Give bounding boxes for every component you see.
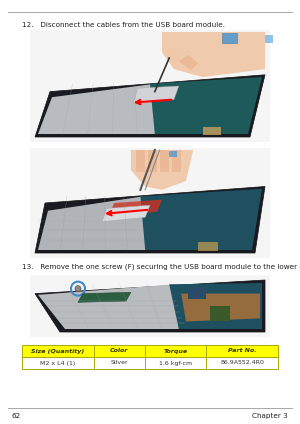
- Text: 1.6 kgf-cm: 1.6 kgf-cm: [159, 360, 192, 365]
- Text: 62: 62: [12, 413, 21, 419]
- Polygon shape: [136, 150, 145, 172]
- FancyBboxPatch shape: [203, 127, 221, 135]
- FancyBboxPatch shape: [222, 33, 237, 43]
- FancyBboxPatch shape: [30, 148, 270, 258]
- Polygon shape: [162, 32, 265, 77]
- Text: Torque: Torque: [164, 349, 188, 354]
- Polygon shape: [131, 150, 193, 190]
- Polygon shape: [169, 283, 262, 329]
- Polygon shape: [38, 285, 186, 329]
- Text: 86.9A552.4R0: 86.9A552.4R0: [220, 360, 264, 365]
- FancyBboxPatch shape: [30, 30, 270, 142]
- Circle shape: [75, 286, 81, 292]
- Polygon shape: [150, 77, 262, 134]
- Polygon shape: [164, 47, 181, 64]
- FancyBboxPatch shape: [169, 151, 177, 157]
- Text: Chapter 3: Chapter 3: [252, 413, 288, 419]
- Polygon shape: [140, 189, 262, 250]
- Polygon shape: [35, 187, 265, 253]
- Polygon shape: [133, 86, 179, 103]
- Text: Size (Quantity): Size (Quantity): [31, 349, 85, 354]
- FancyBboxPatch shape: [22, 345, 278, 357]
- Polygon shape: [78, 293, 131, 302]
- Polygon shape: [181, 293, 260, 321]
- FancyBboxPatch shape: [265, 35, 273, 43]
- Polygon shape: [148, 150, 157, 172]
- Text: 13.   Remove the one screw (F) securing the USB board module to the lower case.: 13. Remove the one screw (F) securing th…: [22, 263, 300, 270]
- FancyBboxPatch shape: [22, 357, 278, 369]
- Polygon shape: [38, 196, 150, 250]
- Polygon shape: [35, 75, 265, 137]
- Text: Part No.: Part No.: [228, 349, 256, 354]
- Text: Color: Color: [110, 349, 128, 354]
- FancyBboxPatch shape: [198, 242, 218, 251]
- Polygon shape: [35, 280, 265, 332]
- FancyBboxPatch shape: [30, 275, 270, 337]
- Polygon shape: [38, 84, 162, 134]
- Polygon shape: [179, 55, 198, 70]
- Text: 12.   Disconnect the cables from the USB board module.: 12. Disconnect the cables from the USB b…: [22, 22, 225, 28]
- FancyBboxPatch shape: [210, 306, 230, 321]
- Polygon shape: [102, 205, 150, 222]
- FancyBboxPatch shape: [188, 287, 206, 299]
- Polygon shape: [172, 150, 181, 172]
- Polygon shape: [109, 200, 162, 216]
- Polygon shape: [160, 150, 169, 172]
- Text: Silver: Silver: [110, 360, 128, 365]
- Text: M2 x L4 (1): M2 x L4 (1): [40, 360, 76, 365]
